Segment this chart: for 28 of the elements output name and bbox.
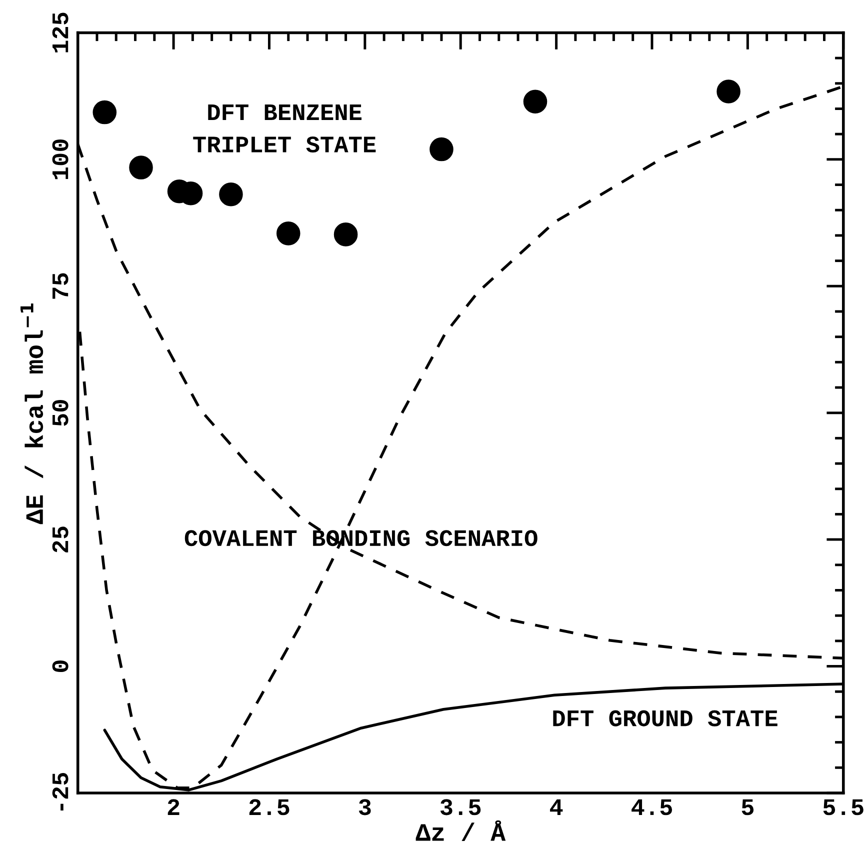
annotation: DFT GROUND STATE [553, 710, 778, 726]
point [716, 80, 740, 104]
x-tick-label: 3 [358, 799, 371, 816]
y-tick-label: 75 [52, 273, 68, 299]
y-tick-label: 25 [52, 526, 68, 552]
y-tick-label: 50 [52, 400, 68, 426]
y-tick-label: 125 [52, 12, 68, 52]
point [129, 156, 153, 180]
x-tick-label: 5 [742, 799, 754, 816]
annotation: COVALENT BONDING SCENARIO [184, 530, 538, 546]
y-tick-label: 100 [52, 140, 68, 180]
annotation: DFT BENZENE TRIPLET STATE [193, 104, 376, 153]
y-tick-label: -25 [52, 772, 68, 810]
x-axis-title: Δz / Å [416, 820, 506, 841]
point [92, 100, 117, 124]
point [334, 222, 358, 246]
point [430, 137, 454, 162]
point [276, 222, 300, 246]
x-tick-label: 4 [550, 799, 563, 815]
x-tick-label: 2.5 [249, 799, 290, 816]
x-tick-label: 5.5 [823, 799, 864, 816]
y-axis-title: ΔE / kcal mol$^{−1}$ [20, 303, 44, 524]
y-tick-label: 0 [52, 660, 68, 672]
x-tick-label: 3.5 [440, 799, 481, 816]
x-tick-label: 4.5 [632, 799, 672, 816]
x-tick-label: 2 [168, 799, 180, 815]
point [523, 90, 548, 114]
point [219, 182, 243, 206]
